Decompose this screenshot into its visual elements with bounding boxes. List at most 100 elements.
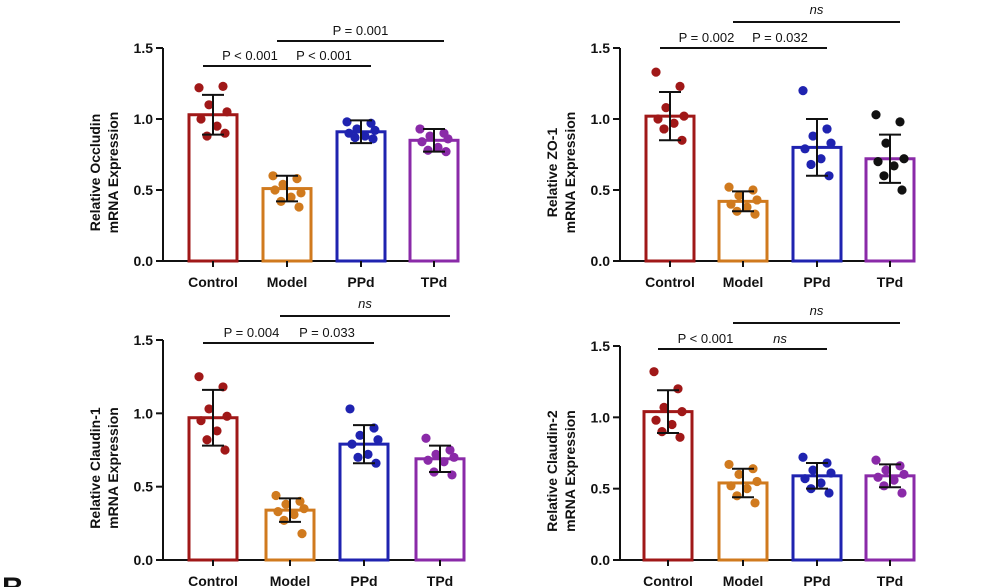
- category-label-control: Control: [188, 274, 238, 290]
- data-point-control: [212, 426, 222, 436]
- y-tick-label: 0.5: [591, 182, 611, 198]
- data-point-model: [278, 179, 288, 189]
- chart-panel-claudin2: 0.0 0.5 1.0 1.5 Relative Claudin-2 mRNA Expre…: [544, 303, 916, 587]
- data-point-control: [675, 81, 685, 91]
- significance-label: P < 0.001: [222, 48, 278, 63]
- bar-tpd: [408, 138, 460, 263]
- data-point-ppd: [350, 132, 360, 143]
- data-point-tpd: [871, 110, 881, 120]
- data-point-tpd: [899, 154, 909, 164]
- data-point-ppd: [800, 474, 810, 484]
- significance-label: P = 0.033: [299, 325, 355, 340]
- significance-label: P = 0.032: [752, 30, 808, 45]
- data-point-tpd: [881, 465, 891, 475]
- y-tick-label: 0.0: [591, 552, 611, 568]
- data-point-ppd: [371, 458, 381, 468]
- y-tick-label: 1.0: [591, 409, 611, 425]
- category-label-model: Model: [723, 274, 763, 290]
- data-point-control: [220, 445, 230, 455]
- data-point-control: [677, 135, 687, 145]
- data-point-control: [659, 124, 669, 134]
- data-point-ppd: [363, 449, 373, 459]
- data-point-model: [726, 199, 736, 209]
- y-axis-title-line1: Relative ZO-1: [544, 128, 560, 218]
- chart-panel-zo1: 0.0 0.5 1.0 1.5 Relative ZO-1 mRNA Expression…: [544, 2, 916, 290]
- category-label-ppd: PPd: [350, 573, 377, 587]
- data-point-model: [279, 515, 289, 526]
- data-point-ppd: [826, 138, 836, 148]
- y-axis-title-line1: Relative Claudin-1: [87, 407, 103, 529]
- y-tick-label: 1.5: [591, 338, 611, 354]
- data-point-control: [218, 81, 228, 91]
- category-label-tpd: TPd: [877, 573, 903, 587]
- data-point-tpd: [873, 472, 883, 482]
- category-label-model: Model: [270, 573, 310, 587]
- bar-tpd: [864, 474, 916, 562]
- data-point-tpd: [433, 142, 443, 152]
- data-point-tpd: [417, 137, 427, 147]
- data-point-control: [675, 432, 685, 442]
- data-point-ppd: [826, 468, 836, 478]
- data-point-model: [299, 504, 309, 514]
- data-point-tpd: [443, 134, 453, 144]
- category-label-control: Control: [645, 274, 695, 290]
- category-label-control: Control: [643, 573, 693, 587]
- data-point-control: [194, 83, 204, 93]
- data-point-control: [657, 427, 667, 437]
- data-point-control: [204, 100, 214, 110]
- data-point-model: [724, 459, 734, 470]
- category-label-ppd: PPd: [347, 274, 374, 290]
- y-tick-label: 0.5: [591, 481, 611, 497]
- data-point-ppd: [353, 452, 363, 462]
- data-point-ppd: [370, 125, 380, 135]
- category-label-tpd: TPd: [427, 573, 453, 587]
- data-point-tpd: [431, 449, 441, 459]
- y-tick-label: 1.0: [591, 111, 611, 127]
- data-point-control: [661, 103, 671, 113]
- data-point-control: [222, 411, 232, 421]
- y-axis-title-line1: Relative Claudin-2: [544, 410, 560, 532]
- data-point-ppd: [352, 124, 362, 134]
- y-tick-label: 0.0: [134, 253, 154, 269]
- data-point-control: [667, 419, 677, 430]
- data-point-ppd: [368, 134, 378, 144]
- data-point-control: [204, 404, 214, 414]
- data-point-model: [270, 185, 280, 195]
- significance-label: P = 0.002: [679, 30, 735, 45]
- data-point-ppd: [808, 131, 818, 141]
- data-point-model: [748, 185, 758, 195]
- y-axis-title-line2: mRNA Expression: [105, 407, 121, 529]
- y-tick-label: 1.5: [591, 40, 611, 56]
- data-point-ppd: [347, 439, 357, 449]
- data-point-ppd: [373, 435, 383, 445]
- data-point-model: [742, 484, 752, 494]
- data-point-tpd: [421, 433, 431, 443]
- data-point-tpd: [449, 452, 459, 462]
- data-point-control: [679, 111, 689, 121]
- data-point-control: [196, 416, 206, 426]
- data-point-control: [202, 435, 212, 445]
- category-label-ppd: PPd: [803, 573, 830, 587]
- data-point-model: [742, 202, 752, 212]
- data-point-ppd: [816, 154, 826, 164]
- data-point-ppd: [822, 124, 832, 134]
- data-point-ppd: [808, 465, 818, 475]
- data-point-control: [196, 114, 206, 124]
- data-point-control: [651, 67, 661, 77]
- y-tick-label: 0.5: [134, 182, 154, 198]
- data-point-ppd: [798, 452, 808, 462]
- data-point-model: [734, 191, 744, 201]
- data-point-control: [212, 121, 222, 131]
- y-axis-title-line1: Relative Occludin: [87, 114, 103, 231]
- data-point-control: [220, 128, 230, 138]
- data-point-model: [271, 490, 281, 501]
- y-axis-title-line2: mRNA Expression: [105, 112, 121, 234]
- y-tick-label: 1.5: [134, 332, 154, 348]
- data-point-control: [202, 131, 212, 141]
- y-axis-title-line2: mRNA Expression: [562, 112, 578, 234]
- y-tick-label: 1.0: [134, 111, 154, 127]
- data-point-tpd: [889, 161, 899, 171]
- data-point-ppd: [800, 144, 810, 154]
- data-point-tpd: [897, 488, 907, 498]
- data-point-control: [222, 107, 232, 117]
